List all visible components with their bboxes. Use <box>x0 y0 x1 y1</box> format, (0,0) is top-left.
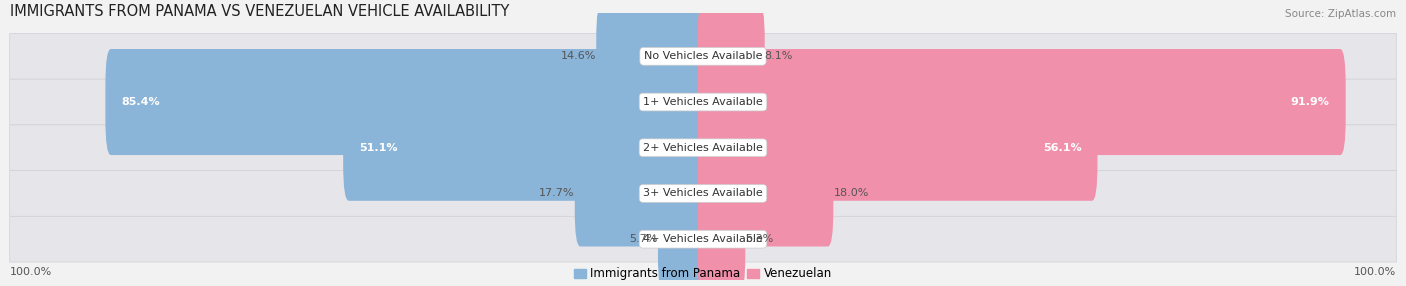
FancyBboxPatch shape <box>575 140 709 247</box>
FancyBboxPatch shape <box>10 79 1396 125</box>
Text: 2+ Vehicles Available: 2+ Vehicles Available <box>643 143 763 153</box>
FancyBboxPatch shape <box>10 216 1396 262</box>
FancyBboxPatch shape <box>658 186 709 286</box>
FancyBboxPatch shape <box>697 49 1346 155</box>
Legend: Immigrants from Panama, Venezuelan: Immigrants from Panama, Venezuelan <box>569 263 837 285</box>
Text: 8.1%: 8.1% <box>765 51 793 61</box>
Text: 1+ Vehicles Available: 1+ Vehicles Available <box>643 97 763 107</box>
FancyBboxPatch shape <box>343 95 709 201</box>
Text: 17.7%: 17.7% <box>540 188 575 198</box>
Text: No Vehicles Available: No Vehicles Available <box>644 51 762 61</box>
Text: 18.0%: 18.0% <box>834 188 869 198</box>
Text: 5.7%: 5.7% <box>630 234 658 244</box>
Text: 100.0%: 100.0% <box>1354 267 1396 277</box>
Text: Source: ZipAtlas.com: Source: ZipAtlas.com <box>1285 9 1396 19</box>
FancyBboxPatch shape <box>697 186 745 286</box>
Text: 56.1%: 56.1% <box>1043 143 1081 153</box>
FancyBboxPatch shape <box>10 171 1396 216</box>
FancyBboxPatch shape <box>697 140 834 247</box>
Text: 85.4%: 85.4% <box>121 97 160 107</box>
FancyBboxPatch shape <box>697 95 1098 201</box>
FancyBboxPatch shape <box>10 33 1396 79</box>
Text: 5.3%: 5.3% <box>745 234 773 244</box>
Text: 100.0%: 100.0% <box>10 267 52 277</box>
Text: 4+ Vehicles Available: 4+ Vehicles Available <box>643 234 763 244</box>
Text: 91.9%: 91.9% <box>1291 97 1330 107</box>
Text: 51.1%: 51.1% <box>359 143 398 153</box>
FancyBboxPatch shape <box>596 3 709 109</box>
FancyBboxPatch shape <box>105 49 709 155</box>
FancyBboxPatch shape <box>10 125 1396 171</box>
Text: IMMIGRANTS FROM PANAMA VS VENEZUELAN VEHICLE AVAILABILITY: IMMIGRANTS FROM PANAMA VS VENEZUELAN VEH… <box>10 4 509 19</box>
Text: 14.6%: 14.6% <box>561 51 596 61</box>
FancyBboxPatch shape <box>697 3 765 109</box>
Text: 3+ Vehicles Available: 3+ Vehicles Available <box>643 188 763 198</box>
